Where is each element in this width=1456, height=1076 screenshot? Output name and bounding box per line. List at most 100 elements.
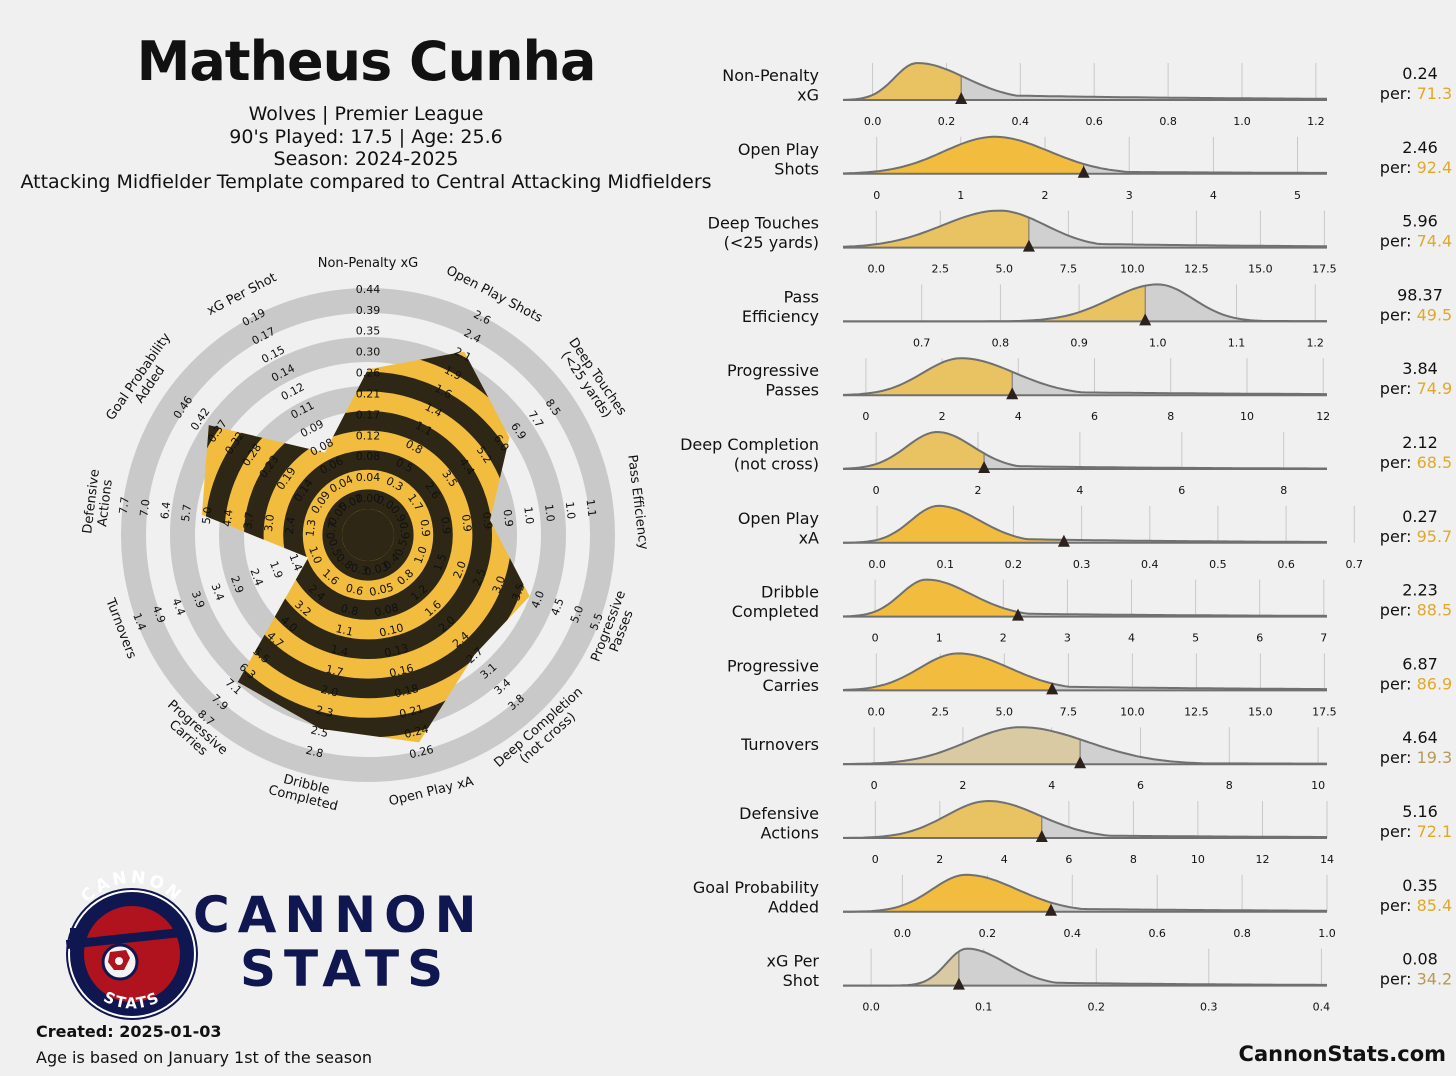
strip-tick-label: 0	[862, 410, 869, 423]
cannon-icon	[65, 927, 185, 981]
minutes-age: 90's Played: 17.5 | Age: 25.6	[229, 126, 503, 148]
radar-metric-label-line: Non-Penalty xG	[318, 256, 419, 271]
strip-tick-label: 8	[1226, 779, 1233, 792]
strip-tick-label: 17.5	[1312, 263, 1337, 276]
strip-value: 6.87	[1402, 654, 1438, 673]
strip-density-grey	[843, 948, 1327, 986]
strip-percentile-value: 49.5	[1417, 305, 1453, 324]
strip-percentile-value: 68.5	[1417, 453, 1453, 472]
radar-tick-label: 0.9	[480, 511, 495, 530]
strip-tick-label: 4	[1048, 779, 1055, 792]
radar-dark-band	[201, 351, 530, 738]
strip-density-line	[842, 62, 1327, 101]
strip-metric-label-line: Pass	[784, 287, 819, 306]
strip-density-fill	[843, 358, 1013, 396]
strip-percentile-label: per:	[1380, 601, 1417, 620]
radar-tick-label: 4.5	[548, 596, 566, 617]
radar-tick-label: 0.39	[356, 304, 381, 317]
radar-tick-label: 1.4	[286, 552, 304, 573]
strip-percentile-value: 72.1	[1417, 822, 1453, 841]
strip-tick-label: 0.0	[894, 927, 912, 940]
radar-tick-label: 3.0	[262, 514, 277, 533]
strip-percentile: per: 72.1	[1380, 822, 1452, 841]
strip-tick-label: 4	[1001, 853, 1008, 866]
strip-tick-label: 1.0	[1318, 927, 1336, 940]
value-marker-icon	[1139, 313, 1152, 326]
strip-value: 0.24	[1402, 64, 1438, 83]
strip-metric-label-line: Defensive	[739, 804, 819, 823]
strip-tick-label: 0.6	[1148, 927, 1166, 940]
radar-tick-label: 0.24	[403, 723, 430, 741]
strip-density-line	[843, 504, 1327, 544]
strip-tick-label: 0.9	[1070, 336, 1088, 349]
strip-tick-label: 6	[1256, 632, 1263, 645]
strip-metric-label-line: (<25 yards)	[724, 233, 819, 252]
radar-tick-label: 2.8	[304, 744, 324, 761]
strip-tick-label: 0	[872, 853, 879, 866]
strip-tick-label: 0.1	[975, 1001, 993, 1014]
strip-metric-label-line: Open Play	[738, 509, 819, 528]
radar-tick-label: 2.4	[247, 567, 265, 588]
strip-tick-label: 12.5	[1184, 263, 1209, 276]
strip-tick-label: 1	[936, 632, 943, 645]
strip-density-fill	[843, 136, 1084, 174]
strip-tick-label: 1.0	[1149, 336, 1167, 349]
strip-value: 0.08	[1402, 950, 1438, 969]
strip-tick-label: 10.0	[1120, 263, 1145, 276]
radar-tick-label: 0.21	[398, 702, 425, 720]
strip-metric-label: Open Play xA	[738, 509, 819, 548]
strip-percentile-value: 74.9	[1417, 379, 1453, 398]
radar-tick-label: 4.4	[169, 596, 187, 617]
strip-tick-label: 5.0	[996, 705, 1014, 718]
value-marker-icon	[952, 977, 965, 990]
strip-tick-label: 0.8	[1233, 927, 1251, 940]
strip-density-fill	[843, 727, 1081, 765]
radar-tick-label: 4.4	[220, 509, 235, 528]
strip-tick-label: 8	[1167, 410, 1174, 423]
value-marker-icon	[1074, 756, 1087, 769]
strip-tick-label: 2.5	[932, 705, 950, 718]
strip-density-fill	[843, 210, 1029, 248]
strip-tick-label: 5.0	[996, 263, 1014, 276]
strip-percentile: per: 85.4	[1380, 896, 1452, 915]
strip-density-fill	[843, 653, 1053, 691]
radar-metric-label-line: Actions	[95, 478, 116, 527]
radar-tick-label: 0.9	[459, 514, 474, 533]
strip-tick-label: 4	[1210, 189, 1217, 202]
strip-tick-label: 2	[1000, 632, 1007, 645]
strip-tick-label: 0.7	[1346, 558, 1364, 571]
strip-tick-label: 0.6	[1085, 115, 1103, 128]
radar-tick-label: 0.3	[349, 561, 369, 578]
strip-tick-label: 2.5	[932, 263, 950, 276]
radar-tick-label: 1.1	[583, 498, 598, 517]
strip-percentile-label: per:	[1380, 822, 1417, 841]
strip-tick-label: 0.0	[868, 263, 886, 276]
strip-tick-label: 0.5	[1209, 558, 1227, 571]
strip-percentile-label: per:	[1380, 674, 1417, 693]
strip-density-fill	[843, 874, 1051, 912]
strip-density-line	[842, 357, 1327, 396]
value-marker-icon	[978, 461, 991, 473]
strip-tick-label: 4	[1076, 484, 1083, 497]
strip-percentile: per: 71.3	[1380, 84, 1452, 103]
strip-tick-label: 0.7	[913, 336, 931, 349]
radar-tick-label: 3.4	[208, 582, 226, 603]
strip-metric-label-line: Non-Penalty	[722, 66, 819, 85]
strip-metric-label-line: Open Play	[738, 140, 819, 159]
strip-tick-label: 14	[1320, 853, 1334, 866]
strip-value: 98.37	[1397, 285, 1443, 304]
radar-tick-label: 0.10	[378, 621, 405, 639]
strip-percentile-value: 86.9	[1417, 674, 1453, 693]
strip-tick-label: 0.2	[1005, 558, 1023, 571]
strip-percentile-label: per:	[1380, 527, 1417, 546]
strip-density-line	[843, 873, 1327, 913]
season: Season: 2024-2025	[273, 148, 459, 170]
strip-tick-label: 0	[873, 189, 880, 202]
radar-dark-band	[283, 450, 453, 620]
strip-metric-label: Deep Touches (<25 yards)	[708, 214, 819, 253]
strip-tick-label: 3	[1126, 189, 1133, 202]
radar-tick-label: 3.0	[490, 574, 508, 595]
strip-percentile-label: per:	[1380, 232, 1417, 251]
radar-tick-label: 0.12	[356, 429, 381, 442]
